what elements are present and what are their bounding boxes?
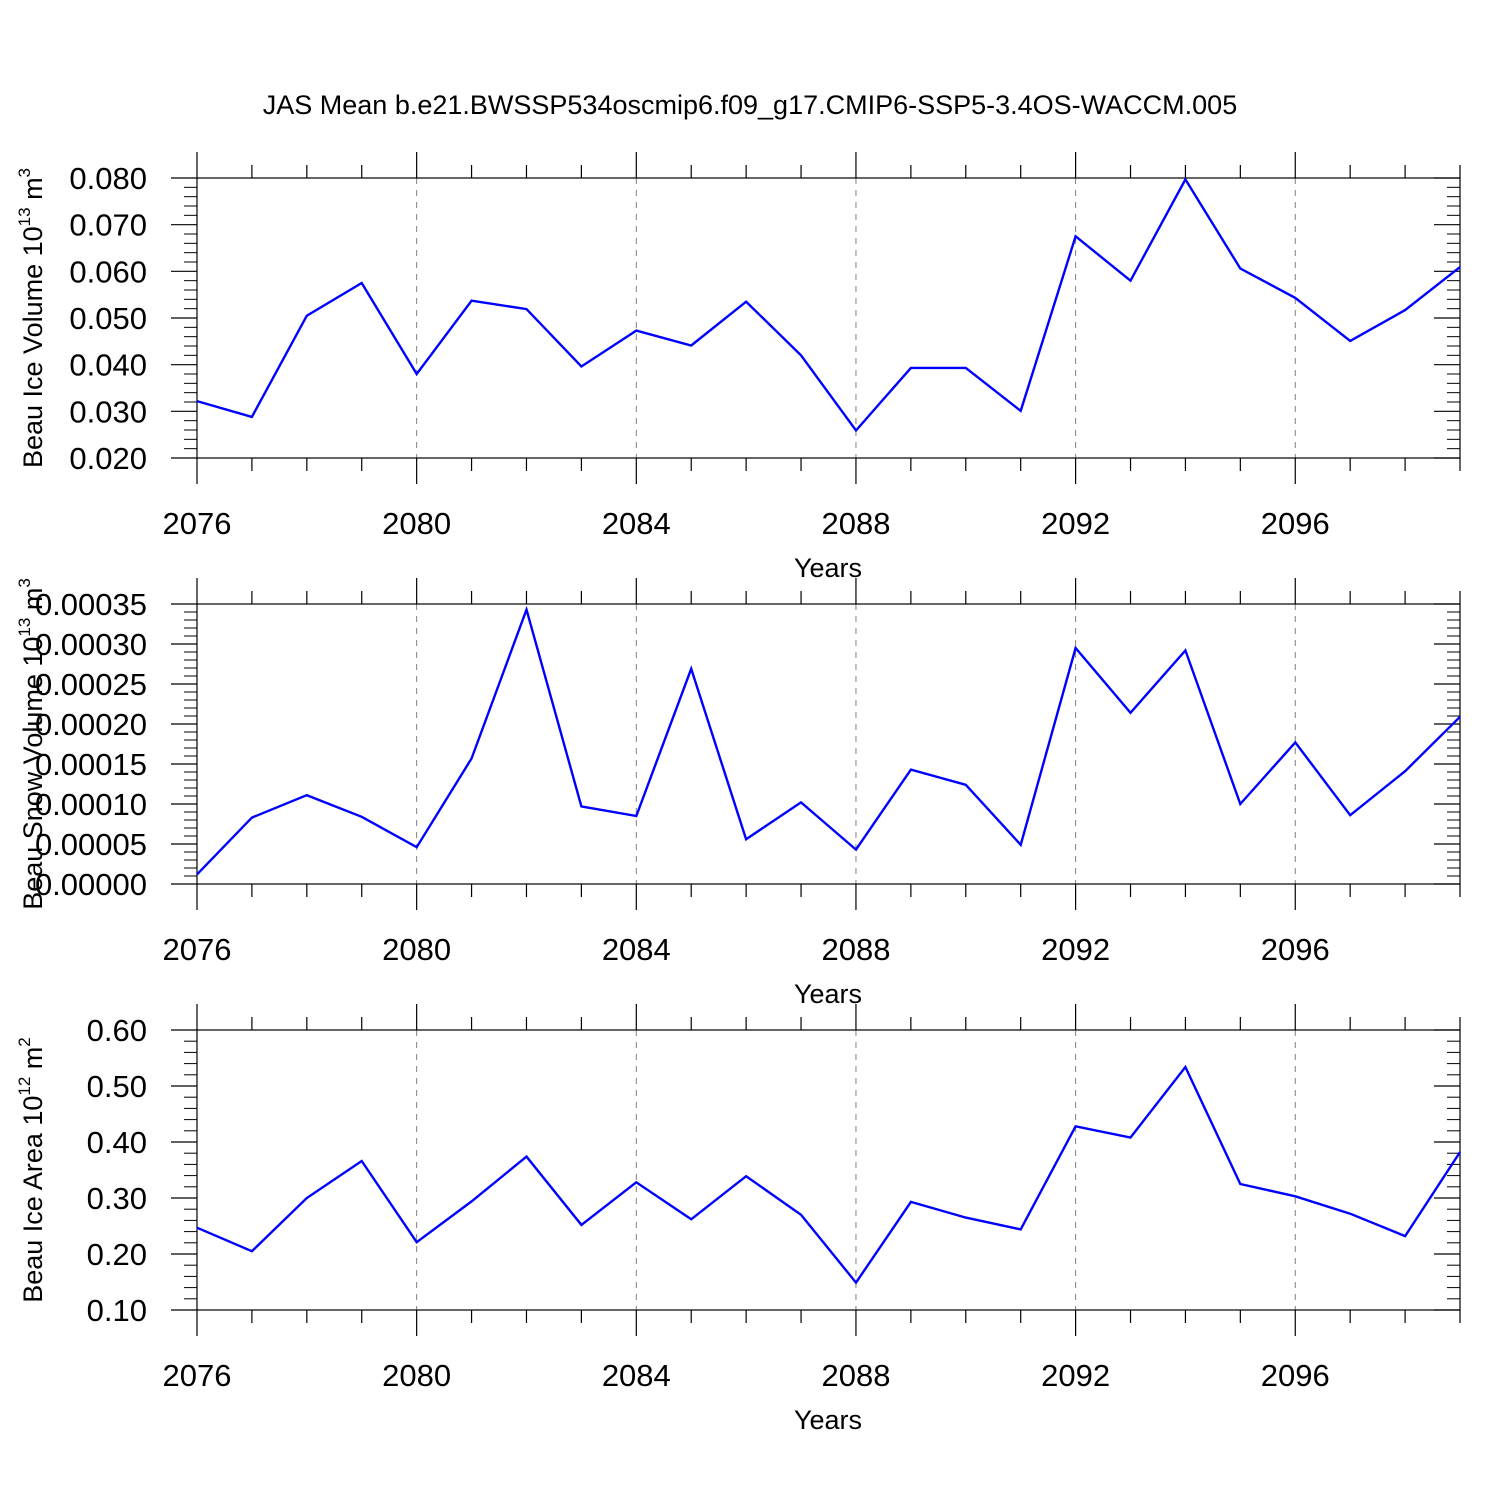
panel-ice-area: 0.10 0.20 0.30 0.40 0.50 0.60 2076 2080 2084 2088… bbox=[15, 1004, 1462, 1435]
y-axis-label: Beau Ice Area 1012 m2 bbox=[15, 1037, 48, 1303]
x-axis-label: Years bbox=[794, 553, 862, 583]
x-tick-label: 2088 bbox=[821, 506, 890, 541]
x-tick-label: 2084 bbox=[602, 1358, 671, 1393]
y-tick-label: 0.00005 bbox=[35, 827, 147, 862]
y-axis-label-part: 3 bbox=[15, 578, 34, 587]
x-tick-label: 2080 bbox=[382, 932, 451, 967]
plot-frame bbox=[196, 603, 1461, 885]
x-tick-label: 2084 bbox=[602, 506, 671, 541]
y-tick-label: 0.050 bbox=[69, 301, 147, 336]
y-tick-label: 0.040 bbox=[69, 348, 147, 383]
y-axis-label-part: m bbox=[18, 588, 48, 618]
y-axis-label-part: Beau Snow Volume 10 bbox=[18, 637, 48, 910]
x-axis-label: Years bbox=[794, 979, 862, 1009]
y-axis-label: Beau Snow Volume 1013 m3 bbox=[15, 578, 48, 910]
chart-title: JAS Mean b.e21.BWSSP534oscmip6.f09_g17.C… bbox=[263, 90, 1237, 120]
series-line bbox=[196, 177, 1461, 433]
y-tick-label: 0.00025 bbox=[35, 667, 147, 702]
y-tick-label: 0.020 bbox=[69, 441, 147, 476]
x-tick-label: 2096 bbox=[1261, 932, 1330, 967]
x-tick-label: 2080 bbox=[382, 1358, 451, 1393]
y-tick-label: 0.00000 bbox=[35, 867, 147, 902]
panel-snow-volume: 0.00000 0.00005 0.00010 0.00015 0.00020 0.000… bbox=[15, 578, 1461, 1009]
plot-frame bbox=[196, 177, 1461, 459]
x-tick-label: 2096 bbox=[1261, 1358, 1330, 1393]
y-tick-label: 0.10 bbox=[87, 1293, 147, 1328]
y-tick-label: 0.30 bbox=[87, 1181, 147, 1216]
y-axis-label-part: 13 bbox=[15, 207, 34, 226]
y-axis-label-part: Beau Ice Area 10 bbox=[18, 1096, 48, 1303]
y-axis-label-part: 3 bbox=[15, 168, 34, 177]
y-axis-label-part: Beau Ice Volume 10 bbox=[18, 226, 48, 468]
x-tick-label: 2088 bbox=[821, 932, 890, 967]
panels: 0.020 0.030 0.040 0.050 0.060 0.070 0.080 2076 2… bbox=[15, 152, 1462, 1435]
x-tick-label: 2076 bbox=[163, 932, 232, 967]
y-axis-label-part: m bbox=[18, 177, 48, 207]
y-tick-label: 0.20 bbox=[87, 1237, 147, 1272]
series-line bbox=[196, 1064, 1462, 1285]
x-tick-label: 2092 bbox=[1041, 932, 1110, 967]
x-tick-label: 2092 bbox=[1041, 1358, 1110, 1393]
y-tick-label: 0.00015 bbox=[35, 747, 147, 782]
x-tick-label: 2092 bbox=[1041, 506, 1110, 541]
plot-frame bbox=[196, 1029, 1461, 1311]
y-tick-label: 0.00020 bbox=[35, 707, 147, 742]
x-tick-label: 2096 bbox=[1261, 506, 1330, 541]
y-tick-label: 0.60 bbox=[87, 1013, 147, 1048]
y-axis-label-part: 12 bbox=[15, 1077, 34, 1096]
y-tick-label: 0.080 bbox=[69, 161, 147, 196]
panel-ice-volume: 0.020 0.030 0.040 0.050 0.060 0.070 0.080 2076 2… bbox=[15, 152, 1461, 583]
x-tick-label: 2088 bbox=[821, 1358, 890, 1393]
y-axis-label-part: 13 bbox=[15, 618, 34, 637]
y-axis-label: Beau Ice Volume 1013 m3 bbox=[15, 168, 48, 468]
y-tick-label: 0.00010 bbox=[35, 787, 147, 822]
x-tick-label: 2076 bbox=[163, 1358, 232, 1393]
y-axis-label-part: m bbox=[18, 1047, 48, 1077]
y-tick-label: 0.060 bbox=[69, 254, 147, 289]
x-tick-label: 2076 bbox=[163, 506, 232, 541]
x-tick-label: 2080 bbox=[382, 506, 451, 541]
y-tick-label: 0.00030 bbox=[35, 627, 147, 662]
y-tick-label: 0.070 bbox=[69, 208, 147, 243]
series-line bbox=[196, 605, 1461, 876]
y-tick-label: 0.50 bbox=[87, 1069, 147, 1104]
y-tick-label: 0.40 bbox=[87, 1125, 147, 1160]
y-tick-label: 0.030 bbox=[69, 394, 147, 429]
x-axis-label: Years bbox=[794, 1405, 862, 1435]
x-tick-label: 2084 bbox=[602, 932, 671, 967]
y-tick-label: 0.00035 bbox=[35, 587, 147, 622]
y-axis-label-part: 2 bbox=[15, 1037, 34, 1046]
